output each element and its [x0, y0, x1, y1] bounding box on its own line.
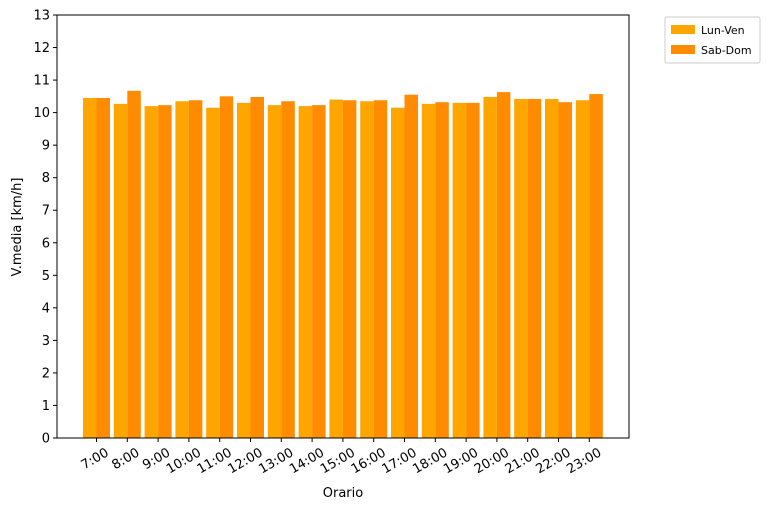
y-tick-label-11: 11: [33, 74, 50, 89]
y-tick-label-13: 13: [33, 9, 50, 24]
bar-lun-ven-16: [575, 100, 590, 438]
bar-lun-ven-14: [514, 98, 528, 438]
legend-swatch-sab-dom: [671, 45, 695, 54]
bar-sab-dom-6: [281, 101, 295, 438]
bar-lun-ven-6: [267, 105, 282, 438]
bar-sab-dom-13: [496, 92, 511, 439]
bar-sab-dom-16: [589, 94, 603, 438]
legend-label-lun-ven: Lun-Ven: [701, 24, 745, 37]
bars-layer: [83, 90, 603, 439]
y-tick-label-9: 9: [42, 139, 50, 154]
bar-sab-dom-7: [312, 105, 326, 438]
bar-lun-ven-10: [391, 107, 405, 438]
bar-lun-ven-12: [452, 102, 467, 438]
bar-lun-ven-13: [483, 97, 497, 438]
y-tick-label-5: 5: [42, 269, 50, 284]
bar-lun-ven-8: [329, 99, 343, 438]
y-tick-label-10: 10: [33, 106, 50, 121]
bar-sab-dom-3: [188, 100, 203, 438]
bar-sab-dom-14: [527, 98, 542, 438]
x-tick-label-0: 7:00: [79, 445, 112, 473]
bar-lun-ven-9: [360, 101, 374, 438]
bar-sab-dom-9: [373, 100, 388, 438]
y-axis-title: V.media [km/h]: [10, 178, 25, 277]
bar-lun-ven-4: [206, 107, 220, 438]
legend-swatch-lun-ven: [671, 25, 695, 34]
x-tick-label-16: 23:00: [564, 445, 604, 477]
y-tick-label-2: 2: [42, 366, 50, 381]
y-tick-label-4: 4: [42, 301, 50, 316]
bar-sab-dom-8: [342, 100, 357, 438]
bar-lun-ven-2: [144, 106, 159, 439]
bar-lun-ven-5: [237, 102, 251, 438]
bar-sab-dom-15: [558, 102, 572, 438]
bar-sab-dom-12: [466, 102, 480, 438]
y-tick-label-8: 8: [42, 171, 50, 186]
bar-lun-ven-3: [175, 101, 189, 438]
bar-sab-dom-0: [96, 97, 110, 438]
y-tick-label-7: 7: [42, 204, 50, 219]
bar-lun-ven-0: [83, 97, 97, 438]
y-tick-label-1: 1: [42, 399, 50, 414]
bar-sab-dom-11: [435, 102, 449, 438]
x-axis-title: Orario: [323, 486, 364, 501]
bar-sab-dom-5: [250, 97, 264, 438]
bar-lun-ven-15: [545, 98, 559, 438]
legend: Lun-Ven Sab-Dom: [664, 16, 761, 64]
bar-sab-dom-2: [158, 105, 172, 438]
bar-sab-dom-10: [404, 94, 418, 438]
bar-sab-dom-4: [219, 96, 234, 438]
y-tick-label-0: 0: [42, 432, 50, 447]
y-tick-label-3: 3: [42, 334, 50, 349]
bar-lun-ven-7: [298, 106, 313, 439]
x-tick-label-1: 8:00: [110, 445, 143, 473]
y-tick-label-6: 6: [42, 236, 50, 251]
legend-label-sab-dom: Sab-Dom: [701, 44, 752, 57]
bar-sab-dom-1: [127, 90, 141, 438]
y-tick-label-12: 12: [33, 41, 50, 56]
bar-lun-ven-1: [113, 103, 128, 438]
bar-lun-ven-11: [421, 103, 436, 438]
